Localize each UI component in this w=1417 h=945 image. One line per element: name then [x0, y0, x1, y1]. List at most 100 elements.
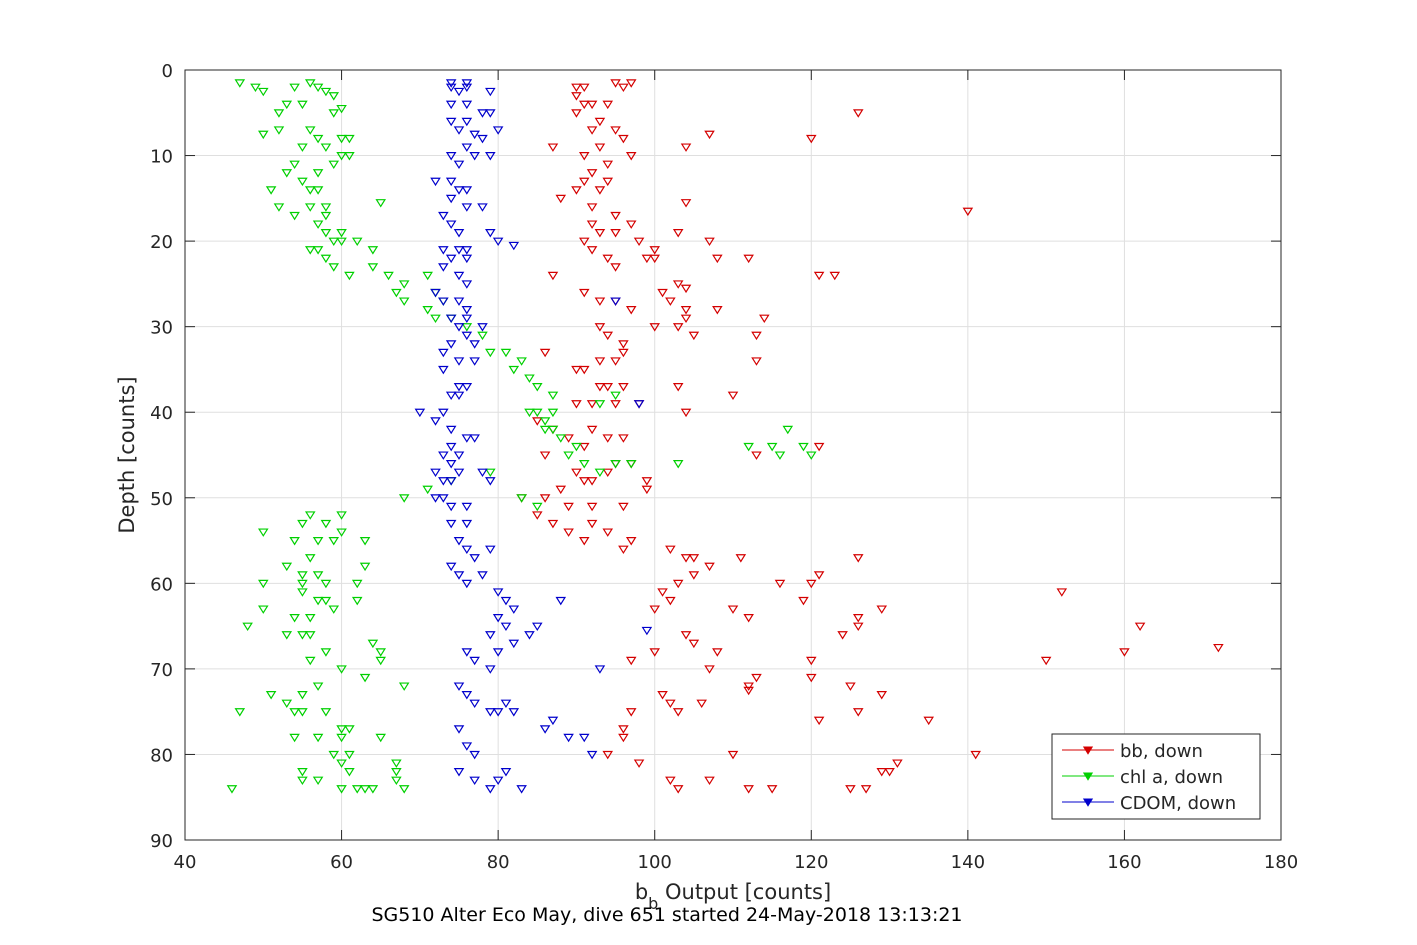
data-point	[555, 485, 567, 495]
data-point	[469, 152, 480, 161]
data-point	[610, 391, 621, 401]
data-point	[461, 306, 473, 315]
data-point	[586, 100, 598, 110]
data-point	[602, 177, 614, 187]
data-point	[273, 126, 285, 135]
data-point	[594, 665, 606, 674]
data-point	[743, 254, 754, 264]
y-tick-label: 30	[150, 318, 173, 339]
data-point	[289, 708, 300, 717]
data-point	[258, 130, 269, 140]
data-point	[547, 271, 559, 281]
data-point	[485, 665, 496, 674]
data-point	[578, 83, 590, 93]
data-point	[312, 571, 324, 580]
data-point	[320, 229, 332, 238]
data-point	[312, 246, 324, 255]
data-point	[312, 776, 324, 786]
data-point	[320, 203, 332, 212]
y-tick-label: 10	[150, 147, 173, 168]
data-point	[751, 331, 762, 341]
data-point	[923, 716, 934, 726]
data-point	[532, 417, 543, 426]
data-point	[375, 199, 386, 208]
data-point	[453, 160, 465, 170]
data-point	[704, 562, 715, 572]
legend-marker	[1082, 746, 1094, 755]
data-point	[422, 271, 433, 281]
data-point	[453, 383, 465, 392]
data-point	[602, 750, 614, 760]
data-point	[265, 186, 277, 195]
data-point	[297, 588, 308, 597]
data-point	[516, 357, 527, 366]
y-tick-label: 0	[162, 61, 173, 82]
data-point	[461, 203, 473, 212]
data-point	[359, 673, 371, 683]
data-point	[594, 143, 606, 152]
data-point	[312, 134, 324, 144]
data-point	[367, 639, 379, 649]
data-point	[297, 691, 308, 700]
data-point	[297, 177, 308, 187]
data-point	[1040, 656, 1052, 666]
data-point	[391, 759, 402, 768]
data-point	[351, 596, 363, 606]
data-point	[485, 545, 496, 555]
data-point	[727, 605, 739, 614]
data-point	[344, 134, 355, 144]
data-point	[852, 708, 864, 717]
data-point	[485, 785, 496, 794]
data-point	[571, 468, 582, 478]
data-point	[586, 246, 598, 255]
data-point	[602, 160, 614, 170]
data-point	[680, 306, 692, 315]
data-point	[438, 297, 449, 306]
data-point	[320, 87, 332, 97]
data-point	[453, 246, 465, 255]
data-point	[336, 104, 347, 114]
data-point	[336, 528, 347, 537]
data-point	[351, 785, 363, 794]
data-point	[806, 673, 817, 683]
data-point	[539, 451, 551, 460]
data-point	[492, 237, 504, 247]
data-point	[539, 417, 551, 426]
data-point	[461, 246, 473, 255]
data-point	[610, 297, 621, 306]
data-point	[297, 768, 308, 777]
data-point	[461, 502, 473, 512]
data-point	[398, 682, 410, 691]
series-0	[516, 79, 1224, 794]
data-point	[563, 502, 574, 512]
data-point	[445, 519, 457, 529]
data-point	[289, 537, 300, 546]
data-point	[665, 297, 676, 306]
data-point	[594, 117, 606, 127]
data-point	[727, 750, 739, 760]
data-point	[304, 203, 316, 212]
data-point	[845, 785, 856, 794]
data-point	[618, 383, 629, 392]
data-point	[743, 442, 754, 452]
data-point	[492, 708, 504, 717]
data-point	[743, 682, 754, 691]
data-point	[477, 203, 488, 212]
data-point	[547, 425, 559, 435]
data-point	[492, 126, 504, 135]
data-point	[563, 451, 574, 460]
data-point	[375, 733, 386, 743]
data-point	[312, 682, 324, 691]
data-point	[586, 519, 598, 529]
data-point	[281, 562, 293, 572]
data-point	[594, 383, 606, 392]
data-point	[610, 229, 621, 238]
x-tick-label: 100	[638, 852, 672, 873]
data-point	[610, 460, 621, 469]
data-point	[672, 708, 684, 717]
data-point	[461, 254, 473, 264]
legend-entry: bb, down	[1120, 741, 1203, 762]
data-point	[351, 237, 363, 247]
data-point	[297, 579, 308, 589]
data-point	[555, 434, 567, 443]
